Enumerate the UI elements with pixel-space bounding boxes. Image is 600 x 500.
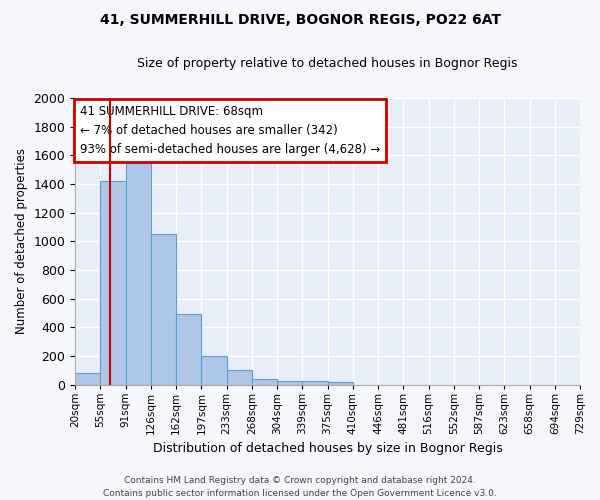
Bar bbox=[302, 382, 328, 384]
Title: Size of property relative to detached houses in Bognor Regis: Size of property relative to detached ho… bbox=[137, 58, 518, 70]
Bar bbox=[176, 314, 202, 384]
Bar bbox=[328, 382, 353, 384]
Text: 41 SUMMERHILL DRIVE: 68sqm
← 7% of detached houses are smaller (342)
93% of semi: 41 SUMMERHILL DRIVE: 68sqm ← 7% of detac… bbox=[80, 105, 380, 156]
Bar bbox=[252, 379, 277, 384]
Y-axis label: Number of detached properties: Number of detached properties bbox=[15, 148, 28, 334]
Bar bbox=[277, 380, 302, 384]
Text: Contains HM Land Registry data © Crown copyright and database right 2024.
Contai: Contains HM Land Registry data © Crown c… bbox=[103, 476, 497, 498]
Bar bbox=[100, 181, 125, 384]
Text: 41, SUMMERHILL DRIVE, BOGNOR REGIS, PO22 6AT: 41, SUMMERHILL DRIVE, BOGNOR REGIS, PO22… bbox=[100, 12, 500, 26]
Bar bbox=[125, 156, 151, 384]
Bar bbox=[202, 356, 227, 384]
Bar bbox=[227, 370, 252, 384]
X-axis label: Distribution of detached houses by size in Bognor Regis: Distribution of detached houses by size … bbox=[153, 442, 502, 455]
Bar bbox=[151, 234, 176, 384]
Bar bbox=[75, 373, 100, 384]
